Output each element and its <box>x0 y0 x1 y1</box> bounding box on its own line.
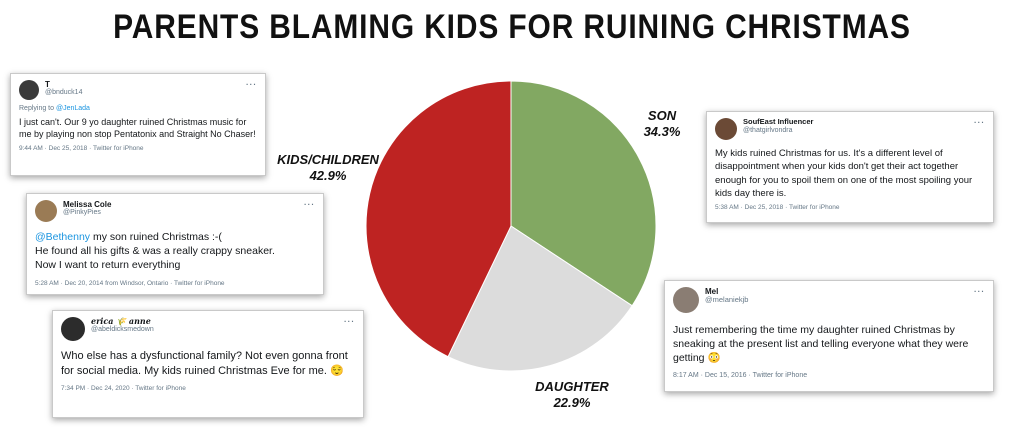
more-options-icon[interactable]: ··· <box>246 80 257 89</box>
slice-label-son: SON 34.3% <box>632 108 692 141</box>
slice-value-daughter: 22.9% <box>553 395 591 411</box>
chart-title: PARENTS BLAMING KIDS FOR RUINING CHRISTM… <box>113 8 911 46</box>
tweet-timestamp[interactable]: 9:44 AM · Dec 25, 2018 · Twitter for iPh… <box>19 145 144 153</box>
tweet-author-name[interactable]: Melissa Cole <box>63 200 112 209</box>
slice-label-daughter: DAUGHTER 22.9% <box>530 379 614 412</box>
tweet-timestamp[interactable]: 7:34 PM · Dec 24, 2020 · Twitter for iPh… <box>61 384 186 392</box>
avatar[interactable] <box>673 287 699 313</box>
tweet-text: Who else has a dysfunctional family? Not… <box>61 350 348 377</box>
tweet-card-melaniekjb[interactable]: Mel @melaniekjb ··· Just remembering the… <box>664 280 994 392</box>
slice-value-kids-children: 42.9% <box>309 168 347 184</box>
slice-name-kids-children: KIDS/CHILDREN <box>277 152 379 167</box>
replying-to-handle[interactable]: @JenLada <box>55 105 90 112</box>
mention-link[interactable]: @Bethenny <box>35 231 91 243</box>
pie-slice-kids-children <box>365 80 512 358</box>
tweet-author-handle[interactable]: @melaniekjb <box>705 295 749 305</box>
tweet-author-name[interactable]: Mel <box>705 287 719 296</box>
tweet-text: I just can't. Our 9 yo daughter ruined C… <box>19 117 256 140</box>
avatar[interactable] <box>35 200 57 222</box>
tweet-card-bnduck14[interactable]: T @bnduck14 ··· Replying to @JenLada I j… <box>10 73 266 176</box>
more-options-icon[interactable]: ··· <box>974 118 985 127</box>
replying-to-label: Replying to <box>19 105 55 112</box>
reply-context: Replying to @JenLada <box>19 105 257 112</box>
slice-label-kids-children: KIDS/CHILDREN 42.9% <box>266 152 390 185</box>
tweet-text: My kids ruined Christmas for us. It's a … <box>715 148 973 199</box>
tweet-timestamp[interactable]: 5:38 AM · Dec 25, 2018 · Twitter for iPh… <box>715 204 840 212</box>
tweet-author-name[interactable]: SoufEast Influencer <box>743 117 814 126</box>
tweet-text: my son ruined Christmas :-( He found all… <box>35 231 275 272</box>
slice-name-son: SON <box>647 108 677 123</box>
more-options-icon[interactable]: ··· <box>304 200 315 209</box>
tweet-timestamp[interactable]: 8:17 AM · Dec 15, 2016 · Twitter for iPh… <box>673 371 808 379</box>
tweet-card-thatgirlvondra[interactable]: SoufEast Influencer @thatgirlvondra ··· … <box>706 111 994 223</box>
tweet-text: Just remembering the time my daughter ru… <box>673 324 969 365</box>
tweet-author-name[interactable]: erica 🌾 anne <box>91 316 151 326</box>
tweet-body: @Bethenny my son ruined Christmas :-( He… <box>35 230 315 273</box>
tweet-card-abeldicksmedown[interactable]: erica 🌾 anne @abeldicksmedown ··· Who el… <box>52 310 364 418</box>
tweet-card-pinkypies[interactable]: Melissa Cole @PinkyPies ··· @Bethenny my… <box>26 193 324 295</box>
avatar[interactable] <box>61 317 85 341</box>
more-options-icon[interactable]: ··· <box>344 317 355 326</box>
avatar[interactable] <box>19 80 39 100</box>
tweet-author-name[interactable]: T <box>45 80 50 89</box>
slice-value-son: 34.3% <box>643 124 681 140</box>
tweet-author-handle[interactable]: @abeldicksmedown <box>91 326 154 334</box>
tweet-timestamp[interactable]: 5:28 AM · Dec 20, 2014 from Windsor, Ont… <box>35 279 225 287</box>
tweet-author-handle[interactable]: @bnduck14 <box>45 89 83 97</box>
tweet-author-handle[interactable]: @PinkyPies <box>63 209 101 217</box>
avatar[interactable] <box>715 118 737 140</box>
tweet-author-handle[interactable]: @thatgirlvondra <box>743 126 793 134</box>
more-options-icon[interactable]: ··· <box>974 287 985 296</box>
slice-name-daughter: DAUGHTER <box>535 379 609 394</box>
